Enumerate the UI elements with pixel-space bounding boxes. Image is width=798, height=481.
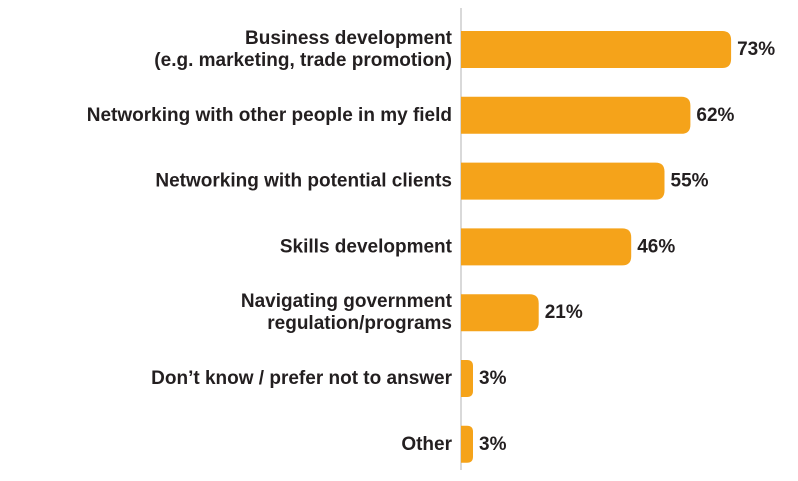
value-label: 73% [737,39,775,60]
value-label: 46% [637,236,675,257]
category-label: Other [401,434,452,455]
category-label: Networking with potential clients [155,171,452,192]
category-label-line: (e.g. marketing, trade promotion) [154,50,452,71]
category-label-line: Business development [245,28,453,49]
category-label: Business development (e.g. marketing, tra… [154,28,452,71]
value-label: 62% [696,105,734,126]
bar [461,31,732,68]
category-label-line: Networking with other people in my field [87,105,452,126]
category-label-line: Other [401,434,452,455]
value-label: 55% [671,171,709,192]
bar [461,425,473,463]
category-label: Skills development [280,236,453,257]
category-label: Don’t know / prefer not to answer [151,368,452,389]
category-label: Navigating government regulation/programs [241,291,453,334]
bar [461,228,632,266]
bar [461,162,665,200]
category-label-line: Navigating government [241,291,453,312]
bar [461,96,691,134]
bars-group [461,31,732,463]
category-label-line: Don’t know / prefer not to answer [151,368,452,389]
bar [461,360,473,397]
category-label-line: Networking with potential clients [155,171,452,192]
value-labels-group: 73% 62% 55% 46% 21% 3% 3% [479,39,775,455]
value-label: 3% [479,368,507,389]
value-label: 3% [479,434,507,455]
value-label: 21% [545,302,583,323]
category-label: Networking with other people in my field [87,105,452,126]
category-label-line: Skills development [280,236,453,257]
category-labels-group: Business development (e.g. marketing, tra… [87,28,453,455]
bar [461,294,539,332]
category-label-line: regulation/programs [267,313,452,334]
